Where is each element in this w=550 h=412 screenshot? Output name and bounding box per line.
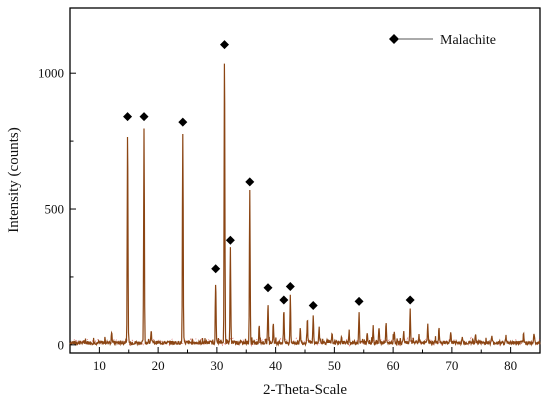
noise-tick [438, 341, 440, 344]
noise-tick [255, 338, 258, 341]
noise-tick [441, 343, 443, 346]
x-tick-label: 60 [387, 358, 400, 373]
x-tick-label: 20 [152, 358, 165, 373]
malachite-peak-marker [139, 112, 149, 122]
noise-tick [406, 337, 409, 340]
noise-tick [168, 344, 171, 347]
y-tick-label: 500 [45, 202, 65, 217]
noise-tick [261, 339, 263, 342]
noise-tick [430, 339, 432, 341]
malachite-peak-marker [211, 264, 221, 274]
noise-tick [425, 338, 427, 341]
noise-tick [279, 337, 282, 340]
noise-tick [131, 339, 134, 342]
malachite-peak-marker [354, 296, 364, 306]
noise-tick [303, 340, 305, 343]
legend-label: Malachite [440, 33, 496, 48]
x-tick-label: 30 [210, 358, 223, 373]
malachite-peak-marker [225, 235, 235, 245]
legend-diamond-icon [389, 34, 399, 44]
x-axis-ticks: 10 20 30 40 50 60 70 80 [69, 347, 541, 373]
x-tick-label: 80 [504, 358, 517, 373]
noise-tick [142, 343, 144, 346]
noise-tick [115, 339, 118, 341]
noise-tick [356, 339, 358, 342]
noise-tick [221, 343, 224, 347]
y-tick-label: 0 [58, 337, 65, 352]
noise-tick [160, 340, 163, 342]
noise-tick [319, 342, 321, 345]
noise-tick [181, 342, 184, 345]
noise-tick [232, 337, 234, 340]
y-axis-ticks: 0 500 1000 [38, 66, 76, 352]
noise-tick [388, 339, 390, 342]
y-tick-label: 1000 [38, 66, 64, 81]
noise-tick [499, 343, 501, 347]
noise-tick [361, 342, 364, 344]
noise-tick [86, 338, 89, 341]
noise-tick [73, 339, 75, 341]
noise-tick [538, 338, 541, 341]
noise-tick [171, 338, 173, 340]
x-axis-title: 2-Theta-Scale [263, 382, 347, 398]
noise-tick [189, 338, 192, 341]
noise-tick [285, 338, 287, 341]
x-tick-label: 40 [269, 358, 282, 373]
malachite-peak-marker [285, 281, 295, 291]
malachite-peak-marker [308, 300, 318, 310]
y-axis-title: Intensity (counts) [6, 127, 22, 232]
malachite-peak-marker [220, 40, 230, 50]
noise-tick [520, 342, 522, 345]
noise-tick [184, 339, 186, 342]
x-tick-label: 70 [445, 358, 458, 373]
noise-tick [348, 343, 351, 347]
noise-tick [345, 338, 348, 341]
noise-tick [419, 343, 422, 345]
malachite-peak-marker [279, 295, 289, 305]
diffraction-pattern-line [69, 63, 541, 347]
malachite-peak-marker [245, 177, 255, 187]
noise-tick [200, 338, 202, 341]
noise-tick [218, 338, 221, 341]
plot-frame [69, 7, 541, 354]
x-tick-label: 50 [328, 358, 341, 373]
noise-tick [295, 337, 298, 340]
malachite-peak-marker [263, 283, 273, 293]
legend: Malachite [389, 33, 496, 48]
noise-tick [76, 339, 78, 343]
malachite-peak-marker [405, 295, 415, 305]
noise-tick [515, 339, 517, 341]
peak-markers [123, 40, 415, 310]
malachite-peak-marker [123, 112, 133, 122]
x-tick-label: 10 [93, 358, 106, 373]
noise-tick [224, 342, 226, 345]
noise-tick [470, 336, 472, 340]
malachite-peak-marker [178, 117, 188, 127]
